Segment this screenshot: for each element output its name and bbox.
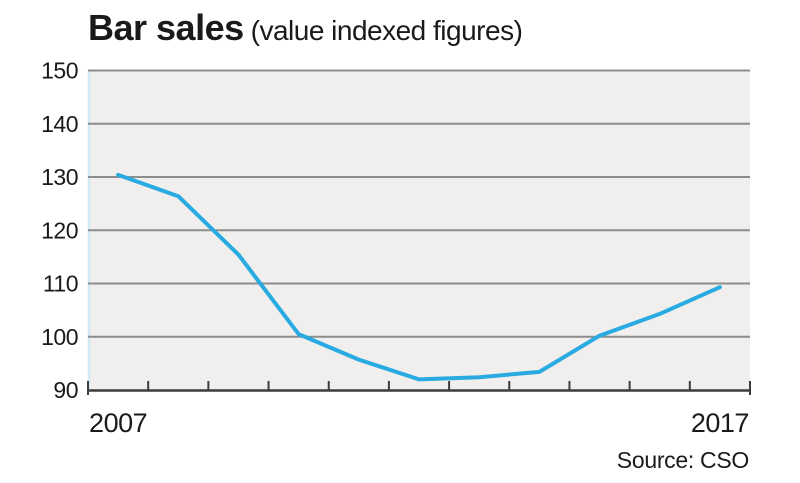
sales-line: [116, 172, 722, 382]
y-tick-label: 90: [53, 377, 78, 403]
y-tick-label: 120: [41, 217, 78, 243]
chart-title-sub: (value indexed figures): [250, 15, 523, 46]
chart-title-main: Bar sales: [88, 7, 244, 48]
source-credit: Source: CSO: [616, 447, 750, 473]
x-tick-label: 2007: [89, 408, 147, 438]
y-tick-label: 140: [41, 111, 78, 137]
y-tick-label: 110: [43, 271, 78, 297]
y-tick-label: 150: [41, 58, 78, 84]
y-tick-label: 130: [41, 164, 78, 190]
y-tick-label: 100: [41, 324, 78, 350]
chart-title: Bar sales (value indexed figures): [88, 5, 523, 59]
x-tick-label: 2017: [691, 408, 749, 438]
